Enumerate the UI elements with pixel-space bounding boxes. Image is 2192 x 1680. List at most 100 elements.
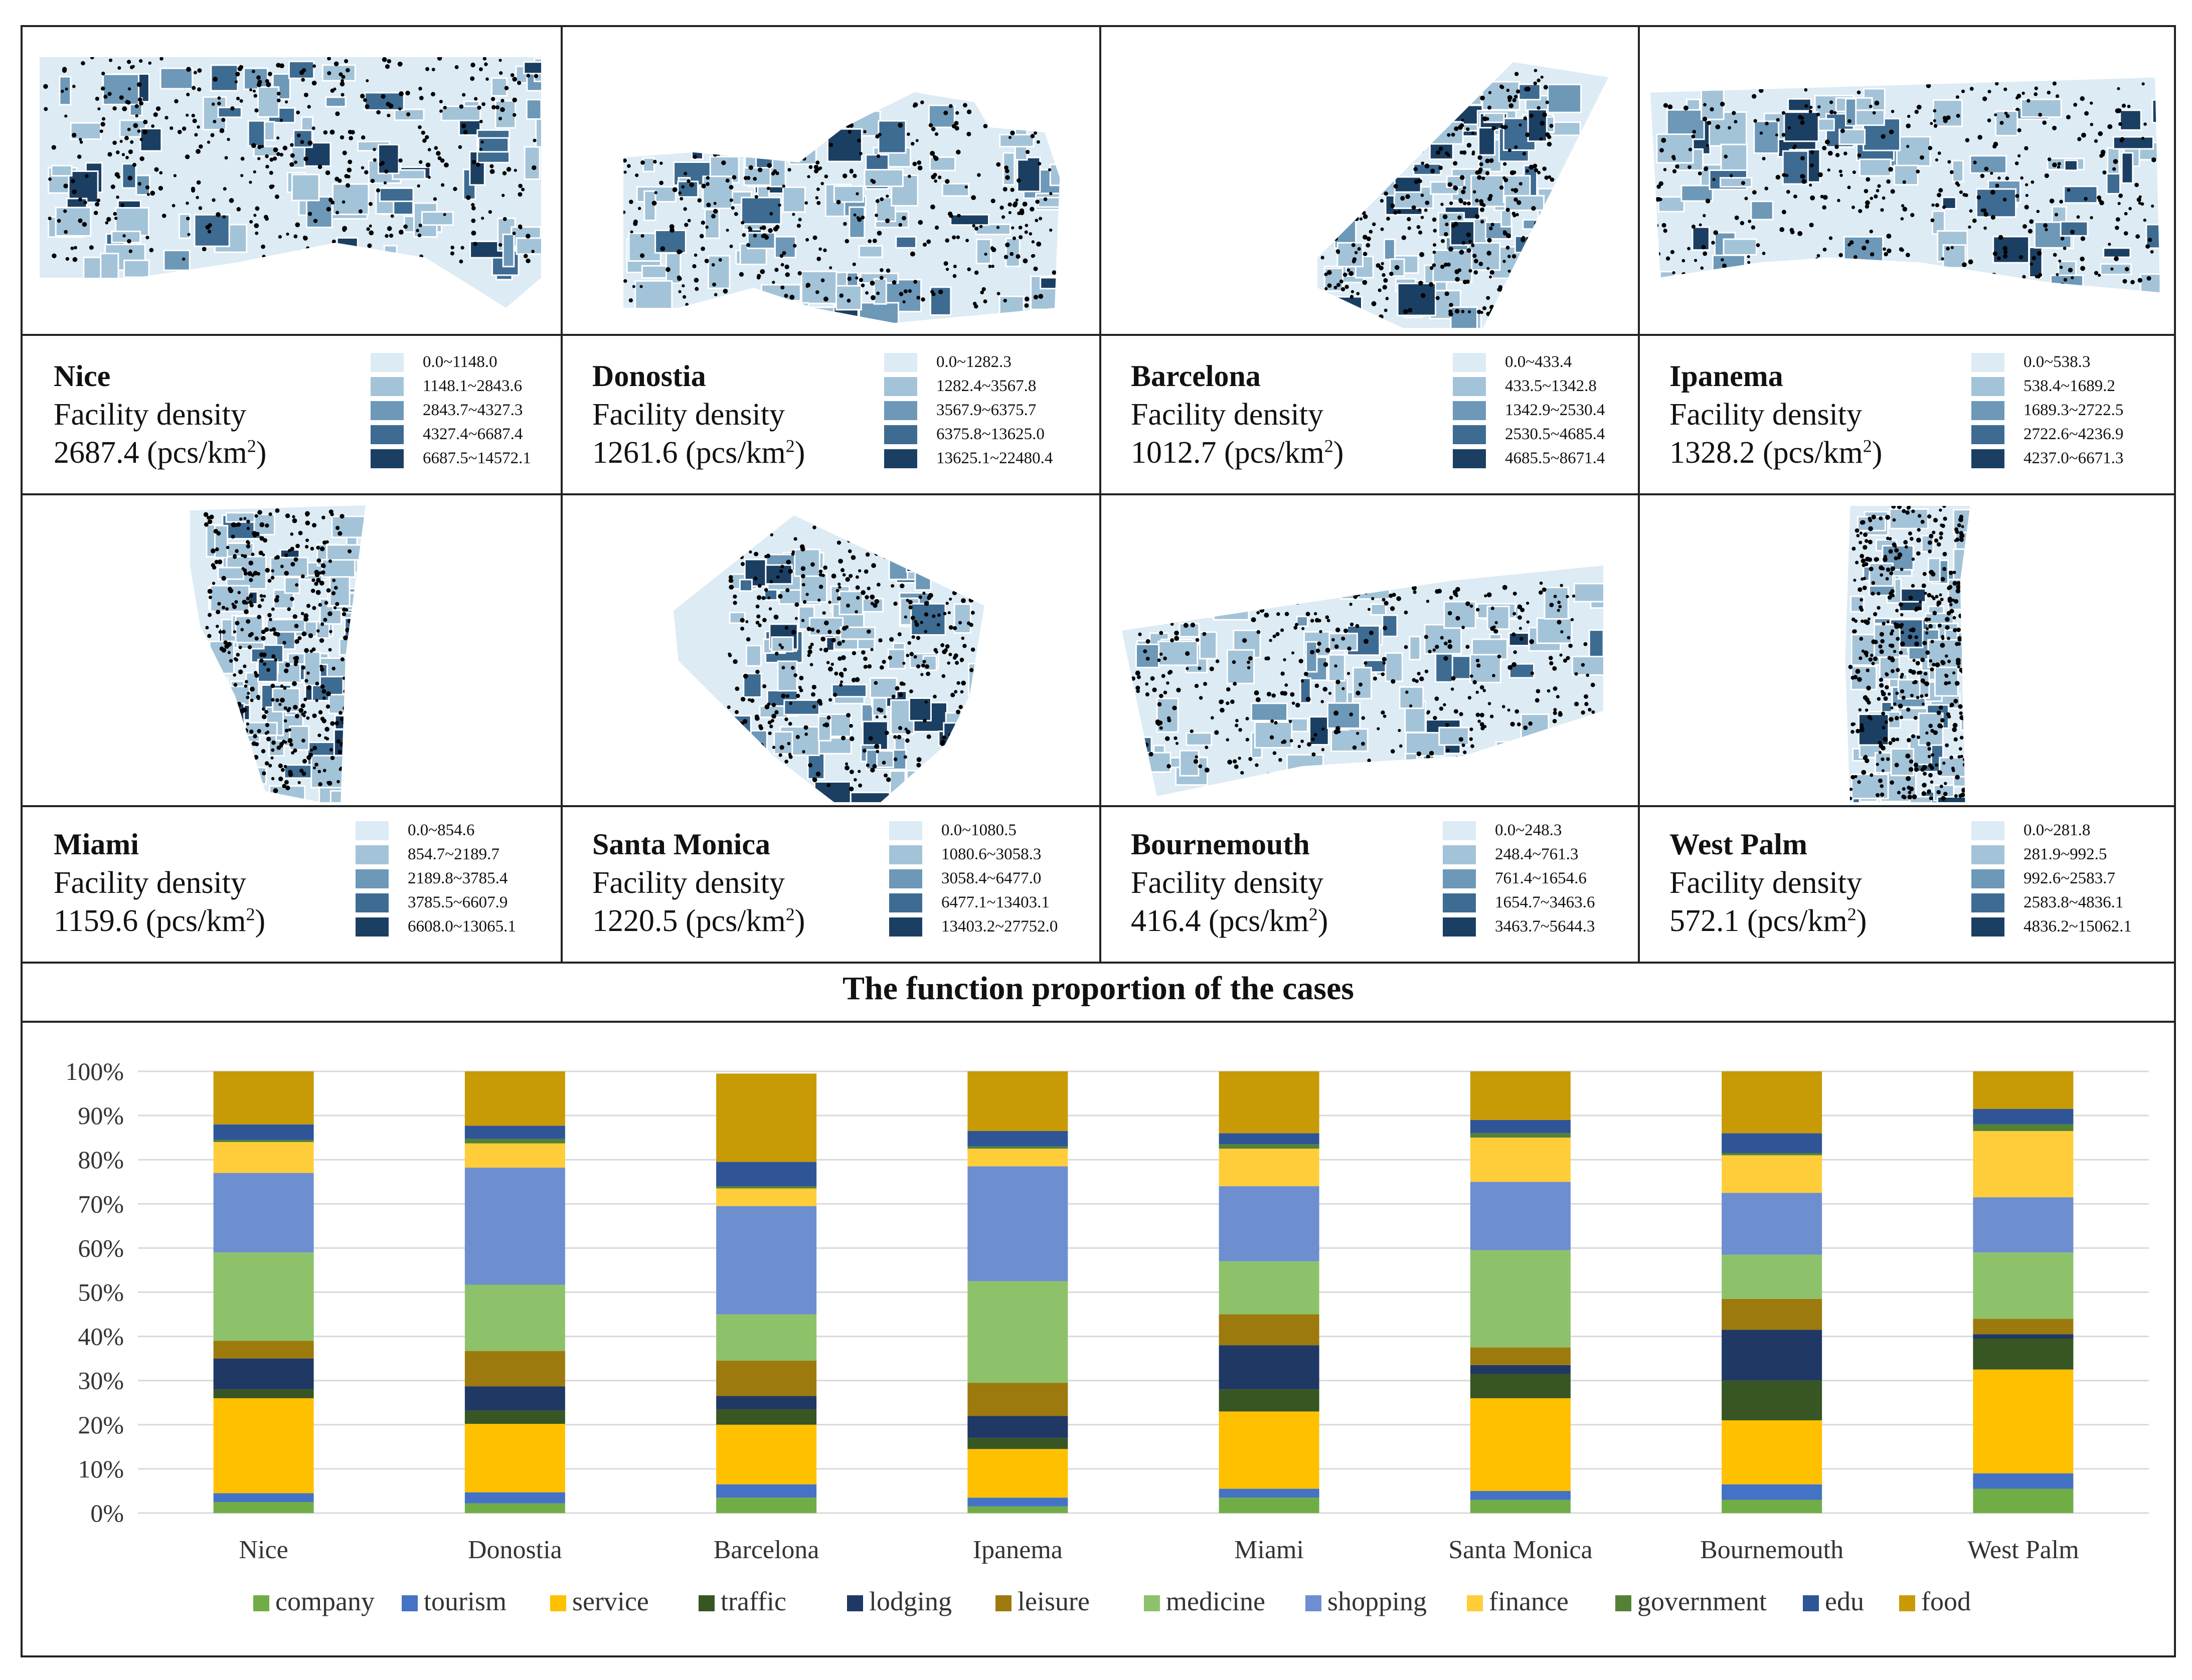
legend-row: 3567.9~6375.7 xyxy=(884,400,1070,422)
facility-point xyxy=(1992,251,1998,256)
facility-point xyxy=(398,107,402,111)
facility-point xyxy=(2138,195,2142,199)
facility-point xyxy=(300,612,304,616)
facility-point xyxy=(898,122,903,128)
legend-range-label: 3567.9~6375.7 xyxy=(936,401,1037,419)
legend-range-label: 1689.3~2722.5 xyxy=(2024,401,2124,419)
facility-point xyxy=(1808,110,1812,114)
facility-point xyxy=(1700,266,1704,270)
facility-point xyxy=(244,609,249,614)
facility-point xyxy=(2094,271,2099,275)
facility-point xyxy=(875,199,880,203)
facility-point xyxy=(303,92,308,97)
facility-point xyxy=(1366,236,1371,241)
facility-point xyxy=(2102,170,2107,175)
facility-point xyxy=(2137,278,2142,283)
unit-close: ) xyxy=(1872,436,1883,470)
bar-segment xyxy=(1219,1261,1319,1315)
facility-point xyxy=(373,158,377,162)
facility-point xyxy=(1933,124,1938,128)
facility-point xyxy=(689,182,695,188)
facility-point xyxy=(990,199,995,204)
facility-point xyxy=(329,129,335,135)
facility-point xyxy=(263,662,267,666)
facility-point xyxy=(945,267,949,271)
bar-segment xyxy=(967,1449,1068,1498)
facility-point xyxy=(1490,223,1494,227)
bar-segment xyxy=(464,1126,565,1139)
facility-point xyxy=(301,738,305,742)
facility-point xyxy=(1401,235,1406,240)
bar-segment xyxy=(716,1396,817,1409)
facility-point xyxy=(251,741,257,746)
density-block xyxy=(1894,164,1919,186)
facility-point xyxy=(1839,173,1843,177)
facility-point xyxy=(512,231,516,235)
city-name: Ipanema xyxy=(1669,359,1783,393)
facility-point xyxy=(1049,228,1053,232)
facility-point xyxy=(1489,158,1494,163)
facility-point xyxy=(1461,190,1466,195)
facility-point xyxy=(114,217,118,220)
facility-point xyxy=(65,257,70,261)
facility-point xyxy=(843,222,847,226)
facility-point xyxy=(208,613,212,617)
bar-segment xyxy=(464,1492,565,1504)
facility-point xyxy=(137,97,142,102)
facility-point xyxy=(327,71,331,76)
facility-point xyxy=(112,140,117,145)
facility-point xyxy=(1675,164,1679,169)
facility-density-map xyxy=(563,27,1099,334)
facility-point xyxy=(271,748,275,752)
density-block xyxy=(102,73,140,105)
facility-point xyxy=(1002,186,1007,192)
y-tick-label: 30% xyxy=(78,1367,124,1395)
facility-point xyxy=(148,61,152,65)
facility-point xyxy=(327,611,332,616)
facility-point xyxy=(916,296,921,300)
facility-point xyxy=(1043,197,1048,202)
facility-point xyxy=(1801,178,1807,184)
legend-swatch xyxy=(1453,353,1486,372)
facility-point xyxy=(316,629,320,633)
facility-point xyxy=(1466,232,1471,237)
facility-point xyxy=(1858,209,1863,214)
facility-point xyxy=(186,92,190,97)
facility-point xyxy=(1433,243,1437,247)
facility-point xyxy=(1874,194,1878,199)
facility-point xyxy=(84,201,87,205)
legend-swatch xyxy=(847,1595,863,1611)
facility-point xyxy=(491,105,496,110)
facility-point xyxy=(290,597,294,601)
city-name: Miami xyxy=(54,828,139,861)
facility-point xyxy=(1537,78,1541,83)
facility-point xyxy=(127,175,133,180)
facility-point xyxy=(154,167,159,172)
facility-point xyxy=(2090,122,2094,126)
facility-point xyxy=(421,130,425,135)
legend-range-label: 854.7~2189.7 xyxy=(408,845,499,863)
facility-point xyxy=(1005,242,1010,248)
legend-swatch xyxy=(1615,1595,1631,1611)
facility-point xyxy=(128,149,133,154)
facility-point xyxy=(1884,252,1888,257)
facility-point xyxy=(278,703,282,706)
facility-point xyxy=(974,227,978,231)
facility-point xyxy=(1914,109,1919,114)
facility-point xyxy=(1478,167,1483,172)
facility-point xyxy=(361,135,366,140)
bar-segment xyxy=(1470,1182,1571,1250)
density-block xyxy=(257,86,280,118)
facility-point xyxy=(284,668,289,673)
facility-point xyxy=(334,721,340,726)
x-tick-label: Barcelona xyxy=(714,1536,819,1564)
facility-point xyxy=(253,571,258,576)
facility-point xyxy=(207,140,211,144)
facility-point xyxy=(335,111,340,116)
facility-point xyxy=(273,631,278,636)
facility-point xyxy=(1857,153,1862,157)
density-block xyxy=(2121,152,2134,184)
facility-point xyxy=(500,107,505,112)
facility-point xyxy=(290,532,294,536)
facility-point xyxy=(1505,208,1510,212)
